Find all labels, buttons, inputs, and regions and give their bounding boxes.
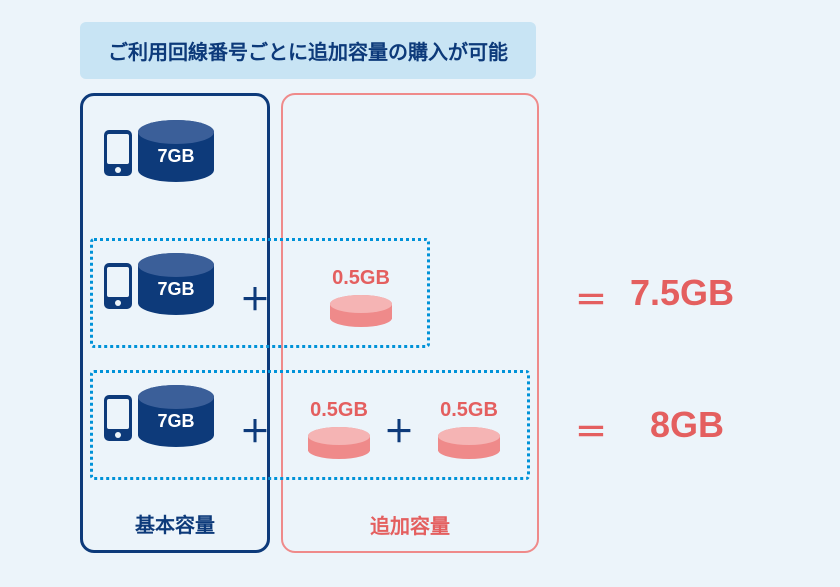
plus-sign: ＋	[240, 407, 270, 451]
database-icon: 7GB	[138, 120, 214, 182]
header-badge: ご利用回線番号ごとに追加容量の購入が可能	[80, 22, 536, 79]
result-value: 7.5GB	[630, 272, 734, 314]
extra-disc-icon: 0.5GB	[308, 427, 370, 459]
database-icon: 7GB	[138, 253, 214, 315]
plus-sign: ＋	[240, 275, 270, 319]
db-capacity-label: 7GB	[138, 279, 214, 300]
extra-disc-label: 0.5GB	[330, 267, 392, 290]
extra-disc-icon: 0.5GB	[438, 427, 500, 459]
phone-icon	[104, 130, 132, 176]
extra-disc-label: 0.5GB	[438, 399, 500, 422]
base-capacity-label: 基本容量	[83, 509, 267, 538]
extra-disc-icon: 0.5GB	[330, 295, 392, 327]
db-capacity-label: 7GB	[138, 146, 214, 167]
result-value: 8GB	[650, 404, 724, 446]
equals-sign: ＝	[575, 275, 607, 321]
phone-icon	[104, 395, 132, 441]
extra-capacity-label: 追加容量	[283, 510, 537, 539]
plus-sign: ＋	[384, 407, 414, 451]
database-icon: 7GB	[138, 385, 214, 447]
extra-disc-label: 0.5GB	[308, 399, 370, 422]
equals-sign: ＝	[575, 407, 607, 453]
db-capacity-label: 7GB	[138, 411, 214, 432]
phone-icon	[104, 263, 132, 309]
